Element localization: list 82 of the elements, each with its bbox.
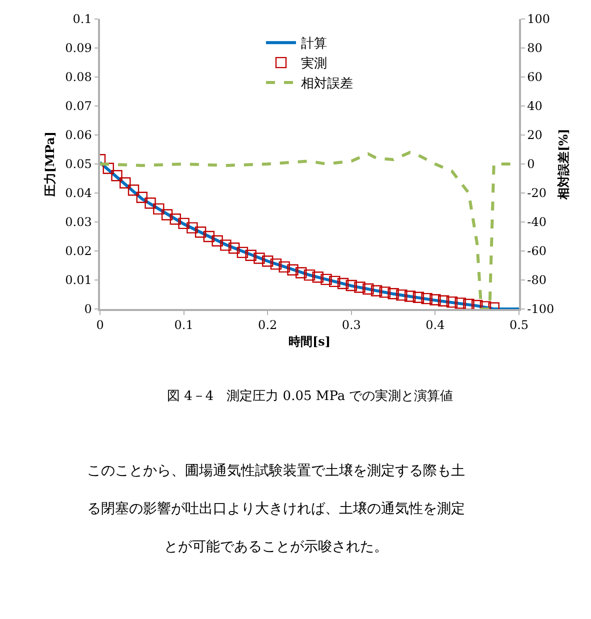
x-tick-label: 0.5 (509, 318, 529, 332)
x-tick-label: 0.2 (258, 318, 278, 332)
point (379, 286, 391, 298)
point (438, 295, 450, 306)
y2-tick-label: -80 (527, 273, 546, 288)
point (203, 230, 215, 242)
x-tick-label: 0.1 (174, 318, 194, 332)
point (245, 250, 256, 261)
point (388, 288, 399, 300)
y-axis-title: 圧力[MPa] (42, 131, 57, 198)
point (178, 218, 190, 230)
x-tick-label: 0.4 (426, 318, 446, 332)
point (161, 209, 173, 220)
y-tick-label: 0.02 (65, 244, 92, 258)
text: このことから、圃場通気性試験装置で土壌を測定する際も土 (87, 463, 465, 479)
y-tick-label: 0.04 (65, 186, 92, 200)
y-tick-label: 0 (84, 302, 92, 316)
point (228, 242, 240, 254)
point (153, 203, 164, 215)
point (287, 264, 298, 276)
point (128, 184, 140, 196)
point (472, 300, 483, 309)
y-tick-label: 0.05 (65, 157, 92, 172)
y-tick-label: 0.06 (65, 128, 92, 142)
point (220, 240, 232, 251)
x-tick-label: 0 (96, 318, 104, 332)
y2-tick-label: -60 (527, 244, 546, 258)
point (362, 283, 374, 295)
point (296, 267, 307, 278)
text: とが可能であることが示唆された。 (164, 539, 388, 555)
point (278, 261, 290, 273)
point (446, 296, 458, 308)
y2-tick-label: 0 (527, 157, 535, 172)
y2-axis-title: 相対誤差[%] (556, 128, 571, 200)
y-tick-label: 0.07 (65, 99, 92, 114)
x-tick-label: 0.3 (342, 318, 361, 332)
point (430, 294, 441, 306)
y2-tick-label: -100 (527, 302, 554, 316)
point (120, 177, 131, 188)
point (337, 278, 349, 290)
point (262, 256, 274, 267)
point (354, 282, 366, 293)
legend-label: 相対誤差 (301, 76, 353, 92)
point (111, 170, 122, 182)
point (412, 292, 424, 303)
point (454, 298, 466, 309)
point (329, 276, 340, 288)
point (370, 285, 382, 296)
point (236, 246, 248, 258)
point (304, 269, 316, 281)
y-tick-label: 0.1 (72, 12, 92, 26)
point (136, 192, 148, 203)
point (320, 274, 332, 286)
y2-tick-label: 80 (527, 41, 542, 56)
point (212, 235, 223, 246)
x-axis-title: 時間[s] (288, 334, 331, 349)
caption: 図 4－4 測定圧力 0.05 MPa での実測と演算値 (167, 388, 454, 404)
y2-tick-label: 20 (527, 128, 542, 142)
y2-tick-label: 100 (527, 12, 550, 26)
point (346, 280, 357, 292)
y2-tick-label: -20 (527, 186, 546, 200)
y2-tick-label: 60 (527, 70, 542, 84)
point (144, 198, 156, 209)
point (396, 289, 408, 301)
y-tick-label: 0.08 (65, 70, 92, 84)
point (404, 290, 416, 302)
point (186, 222, 198, 234)
y-tick-label: 0.09 (65, 41, 92, 56)
legend-label: 計算 (301, 36, 327, 52)
legend-label: 実測 (301, 56, 327, 72)
y2-tick-label: -40 (527, 215, 546, 230)
y-tick-label: 0.03 (65, 215, 92, 230)
y2-tick-label: 40 (527, 99, 542, 114)
y-tick-label: 0.01 (65, 273, 92, 288)
point (170, 214, 182, 225)
text: る閉塞の影響が吐出口より大きければ、土壌の通気性を測定 (87, 501, 465, 517)
point (254, 252, 265, 264)
point (270, 258, 282, 270)
point (463, 298, 474, 309)
point (312, 272, 324, 283)
point (194, 226, 206, 238)
point (421, 292, 432, 304)
